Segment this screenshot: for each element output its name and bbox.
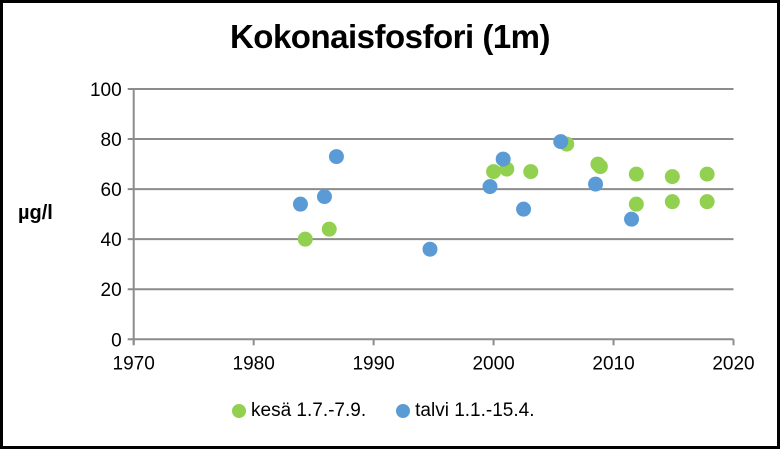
- legend-label: talvi 1.1.-15.4.: [415, 400, 535, 421]
- x-tick-label: 1990: [352, 353, 394, 374]
- data-point: [422, 241, 438, 257]
- y-tick-label: 80: [101, 130, 122, 151]
- data-point: [482, 179, 498, 195]
- data-point: [516, 201, 532, 217]
- legend-item-kesa: kesä 1.7.-7.9.: [232, 400, 366, 422]
- x-tick-label: 2020: [712, 353, 754, 374]
- legend-label: kesä 1.7.-7.9.: [251, 400, 367, 421]
- data-point: [699, 194, 715, 210]
- blue-circle-icon: [396, 404, 411, 418]
- data-point: [628, 166, 644, 182]
- data-point: [316, 189, 332, 205]
- data-point: [523, 164, 539, 180]
- x-tick-label: 2000: [472, 353, 514, 374]
- green-circle-icon: [232, 404, 246, 418]
- data-point: [588, 176, 604, 192]
- data-point: [553, 134, 569, 150]
- y-tick-label: 60: [101, 180, 122, 201]
- y-tick-label: 20: [101, 280, 122, 301]
- y-tick-label: 0: [111, 330, 122, 351]
- data-point: [664, 194, 680, 210]
- data-point: [592, 159, 608, 175]
- data-point: [321, 221, 337, 237]
- y-axis-label: µg/l: [18, 202, 53, 224]
- y-tick-label: 100: [90, 80, 122, 101]
- y-tick-label: 40: [101, 230, 122, 251]
- chart-title: Kokonaisfosfori (1m): [229, 18, 551, 55]
- axes: 0 20 40 60 80 100 1970 1980 1990 2000 2010 2020: [90, 80, 755, 374]
- legend-item-talvi: talvi 1.1.-15.4.: [396, 400, 534, 422]
- data-point: [624, 211, 640, 227]
- data-points: [292, 134, 715, 257]
- x-tick-label: 1970: [113, 353, 155, 374]
- x-tick-label: 2010: [592, 353, 634, 374]
- data-point: [699, 166, 715, 182]
- data-point: [297, 231, 313, 247]
- data-point: [328, 149, 344, 165]
- data-point: [664, 169, 680, 185]
- legend: kesä 1.7.-7.9. talvi 1.1.-15.4.: [232, 400, 564, 422]
- x-tick-label: 1980: [233, 353, 275, 374]
- data-point: [292, 196, 308, 212]
- data-point: [495, 151, 511, 167]
- data-point: [628, 196, 644, 212]
- data-point: [486, 164, 502, 180]
- gridlines: [127, 88, 734, 291]
